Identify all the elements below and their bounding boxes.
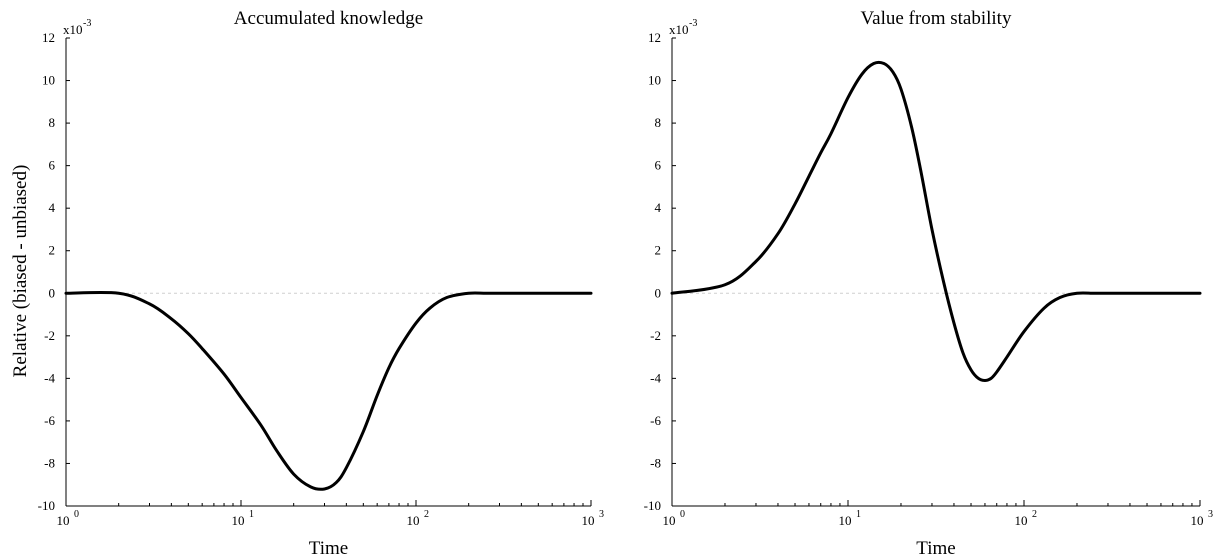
x-tick-label-base: 10 [1015,513,1028,528]
chart-accumulated-knowledge: Accumulated knowledge-10-8-6-4-202468101… [38,8,604,558]
y-tick-label: -6 [650,413,661,428]
x-tick-label-exponent: 2 [424,509,429,520]
y-tick-label: 12 [648,30,661,45]
chart-title: Value from stability [861,8,1012,29]
y-tick-label: 8 [49,115,56,130]
x-tick-label-exponent: 0 [74,509,79,520]
y-tick-label: 10 [42,73,55,88]
y-tick-label: 0 [655,285,662,300]
y-tick-label: 6 [655,158,662,173]
chart-title: Accumulated knowledge [234,8,423,29]
x-tick-label-base: 10 [232,513,245,528]
y-exponent-label: x10 [669,22,689,37]
x-tick-label-base: 10 [582,513,595,528]
y-tick-label: -8 [44,455,55,470]
x-tick-label-exponent: 0 [680,509,685,520]
x-axis-label: Time [309,538,348,558]
x-tick-label-base: 10 [1191,513,1204,528]
y-tick-label: -6 [44,413,55,428]
y-tick-label: -8 [650,455,661,470]
x-tick-label-base: 10 [407,513,420,528]
y-tick-label: -4 [44,370,55,385]
y-tick-label: 6 [49,158,56,173]
x-axis-label: Time [916,538,955,558]
y-tick-label: 8 [655,115,662,130]
y-tick-label: 2 [49,243,56,258]
x-tick-label-base: 10 [839,513,852,528]
x-tick-label-exponent: 2 [1032,509,1037,520]
series-line [670,60,1202,382]
y-exponent-label: x10 [63,22,83,37]
x-tick-label-base: 10 [663,513,676,528]
chart-value-from-stability: Value from stability-10-8-6-4-2024681012… [644,8,1213,558]
x-tick-label-exponent: 3 [599,509,604,520]
x-tick-label-base: 10 [57,513,70,528]
x-tick-label-exponent: 1 [249,509,254,520]
y-tick-label: 10 [648,73,661,88]
y-tick-label: -2 [650,328,661,343]
x-tick-label-exponent: 3 [1208,509,1213,520]
y-tick-label: -10 [644,498,661,513]
series-line [64,290,593,491]
y-tick-label: -2 [44,328,55,343]
x-tick-label-exponent: 1 [856,509,861,520]
y-exponent-value: -3 [83,18,91,29]
y-exponent-value: -3 [689,18,697,29]
y-tick-label: 12 [42,30,55,45]
y-tick-label: 4 [49,200,56,215]
y-tick-label: 2 [655,243,662,258]
y-tick-label: -4 [650,370,661,385]
y-tick-label: -10 [38,498,55,513]
y-axis-label: Relative (biased - unbiased) [10,165,31,378]
y-tick-label: 4 [655,200,662,215]
y-tick-label: 0 [49,285,56,300]
